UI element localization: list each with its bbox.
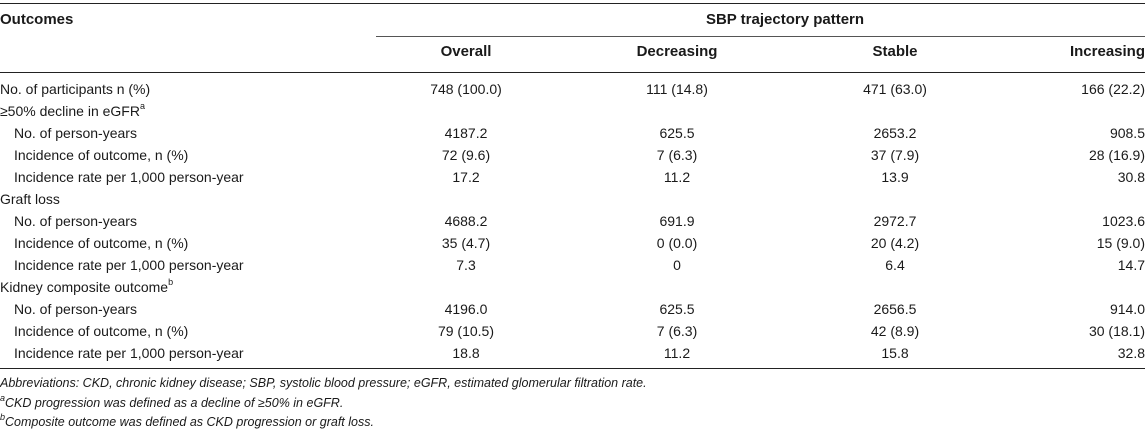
cell-increasing: 30.8 [1117,169,1145,185]
table-bottom-rule [0,368,1145,369]
row-label: Incidence of outcome, n (%) [14,235,189,251]
footnote-marker: b [0,412,6,422]
header-increasing: Increasing [1069,43,1145,60]
section-heading: ≥50% decline in eGFRa [0,99,1145,123]
table-top-rule [0,3,1145,4]
section-heading: Graft loss [0,187,1145,211]
row-label: Incidence rate per 1,000 person-year [14,257,244,273]
header-sbp-trajectory: SBP trajectory pattern [705,11,865,28]
header-row-group: Outcomes SBP trajectory pattern [0,8,1145,32]
row-label: No. of person-years [14,213,137,229]
cell-overall: 7.3 [456,257,476,273]
cell-stable: 6.4 [885,257,905,273]
cell-increasing: 914.0 [1109,301,1145,317]
cell-stable: 471 (63.0) [863,81,927,97]
cell-increasing: 908.5 [1109,125,1145,141]
table-row: No. of person-years 4187.2 625.5 2653.2 … [0,121,1145,145]
cell-overall: 4187.2 [444,125,488,141]
row-label: Incidence rate per 1,000 person-year [14,169,244,185]
cell-increasing: 166 (22.2) [1081,81,1145,97]
cell-stable: 15.8 [881,345,909,361]
cell-stable: 2972.7 [873,213,917,229]
table-row: Incidence rate per 1,000 person-year 7.3… [0,253,1145,277]
cell-decreasing: 7 (6.3) [656,147,698,163]
cell-decreasing: 625.5 [659,301,695,317]
table-row: Incidence of outcome, n (%) 79 (10.5) 7 … [0,319,1145,343]
cell-increasing: 30 (18.1) [1088,323,1145,339]
cell-increasing: 28 (16.9) [1088,147,1145,163]
cell-decreasing: 111 (14.8) [646,81,708,97]
cell-decreasing: 0 (0.0) [656,235,698,251]
cell-stable: 13.9 [881,169,909,185]
cell-decreasing: 11.2 [663,169,691,185]
cell-overall: 4196.0 [444,301,488,317]
footnote-marker: a [0,393,6,403]
cell-increasing: 14.7 [1117,257,1145,273]
row-label: No. of person-years [14,301,137,317]
section-title: ≥50% decline in eGFRa [0,101,145,119]
table-row: No. of person-years 4196.0 625.5 2656.5 … [0,297,1145,321]
table-row: Incidence rate per 1,000 person-year 17.… [0,165,1145,189]
row-label: Incidence rate per 1,000 person-year [14,345,244,361]
header-overall: Overall [440,43,492,60]
header-decreasing: Decreasing [636,43,718,60]
cell-decreasing: 7 (6.3) [656,323,698,339]
section-title: Kidney composite outcomeb [0,277,174,295]
cell-increasing: 1023.6 [1102,213,1145,229]
cell-overall: 72 (9.6) [441,147,491,163]
cell-stable: 42 (8.9) [870,323,920,339]
cell-increasing: 15 (9.0) [1096,235,1145,251]
cell-overall: 79 (10.5) [437,323,495,339]
header-outcomes: Outcomes [0,11,74,28]
cell-stable: 2656.5 [873,301,917,317]
cell-overall: 18.8 [452,345,480,361]
table-row: Incidence of outcome, n (%) 72 (9.6) 7 (… [0,143,1145,167]
header-stable: Stable [872,43,918,60]
cell-stable: 37 (7.9) [870,147,920,163]
cell-overall: 17.2 [452,169,480,185]
group-header-rule [376,36,1145,37]
cell-increasing: 32.8 [1117,345,1145,361]
row-label: No. of person-years [14,125,137,141]
footnote-b: bComposite outcome was defined as CKD pr… [0,412,374,429]
cell-overall: 4688.2 [444,213,488,229]
table-row: No. of participants n (%) 748 (100.0) 11… [0,77,1145,101]
footnote-marker: b [168,277,174,287]
header-bottom-rule [0,72,1145,73]
table-row: Incidence of outcome, n (%) 35 (4.7) 0 (… [0,231,1145,255]
cell-stable: 20 (4.2) [870,235,920,251]
footnote-abbreviations: Abbreviations: CKD, chronic kidney disea… [0,376,647,390]
cell-stable: 2653.2 [873,125,917,141]
header-row-columns: Overall Decreasing Stable Increasing [0,40,1145,64]
section-heading: Kidney composite outcomeb [0,275,1145,299]
cell-overall: 748 (100.0) [430,81,502,97]
footnote-a: aCKD progression was defined as a declin… [0,393,344,410]
cell-decreasing: 11.2 [663,345,691,361]
cell-decreasing: 625.5 [659,125,695,141]
table-row: Incidence rate per 1,000 person-year 18.… [0,341,1145,365]
cell-overall: 35 (4.7) [441,235,491,251]
row-label: Incidence of outcome, n (%) [14,323,189,339]
cell-decreasing: 0 [673,257,681,273]
table-row: No. of person-years 4688.2 691.9 2972.7 … [0,209,1145,233]
section-title: Graft loss [0,191,60,207]
row-label: No. of participants n (%) [0,81,151,97]
row-label: Incidence of outcome, n (%) [14,147,189,163]
cell-decreasing: 691.9 [659,213,695,229]
footnote-marker: a [139,101,145,111]
